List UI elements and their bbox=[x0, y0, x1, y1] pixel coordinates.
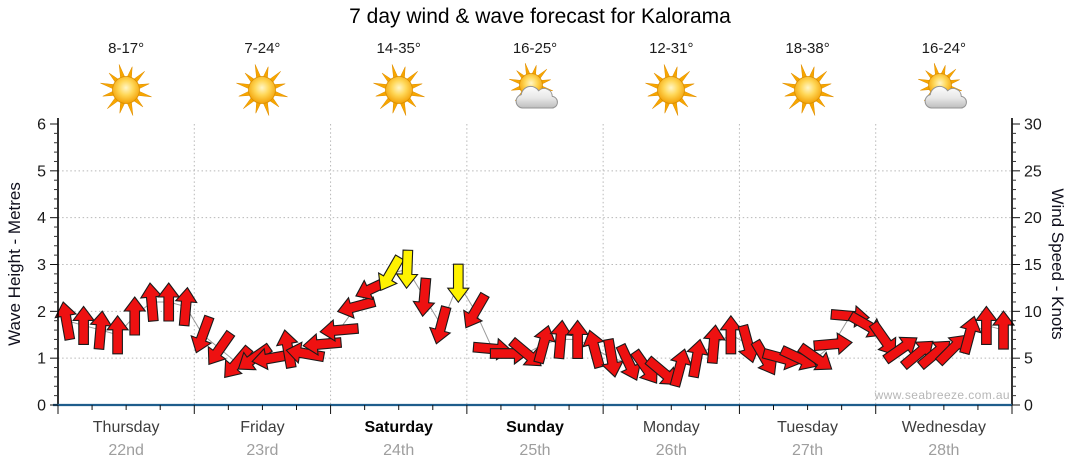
wind-arrow bbox=[336, 296, 377, 319]
day-name-label: Sunday bbox=[506, 419, 564, 436]
y-tick-label-right: 0 bbox=[1024, 398, 1033, 415]
sun-rays bbox=[781, 64, 834, 116]
wind-arrow bbox=[868, 320, 897, 356]
wind-arrow bbox=[412, 277, 436, 318]
day-name-label: Tuesday bbox=[777, 419, 838, 436]
sun-disc bbox=[793, 76, 822, 104]
weather-icon-sunny bbox=[235, 63, 289, 117]
wind-arrow bbox=[224, 344, 254, 379]
sun-rays bbox=[236, 64, 289, 116]
weather-icon-sunny bbox=[99, 63, 153, 117]
y-tick-label-left: 0 bbox=[37, 398, 46, 415]
weather-icon-sunny bbox=[644, 63, 698, 117]
left-axis-label: Wave Height - Metres bbox=[5, 182, 24, 346]
chart-title: 7 day wind & wave forecast for Kalorama bbox=[349, 5, 731, 28]
y-tick-label-left: 1 bbox=[37, 351, 46, 368]
weather-icon-sunny bbox=[372, 63, 426, 117]
day-date-label: 23rd bbox=[246, 442, 279, 459]
day-date-label: 22nd bbox=[108, 442, 144, 459]
wind-arrow bbox=[508, 336, 542, 367]
temperature-range: 16-25° bbox=[512, 40, 558, 57]
temperature-range: 16-24° bbox=[921, 40, 967, 57]
y-tick-label-right: 25 bbox=[1024, 163, 1042, 180]
y-tick-label-right: 5 bbox=[1024, 351, 1033, 368]
wind-arrow-strong bbox=[377, 254, 405, 292]
wind-arrow bbox=[797, 342, 833, 371]
wind-arrow bbox=[285, 341, 326, 365]
wind-arrow bbox=[190, 314, 215, 354]
wind-arrow bbox=[686, 338, 709, 379]
wind-arrow bbox=[533, 324, 556, 365]
y-tick-label-right: 15 bbox=[1024, 257, 1042, 274]
sun-disc bbox=[657, 76, 686, 104]
y-tick-label-left: 5 bbox=[37, 163, 46, 180]
day-date-label: 27th bbox=[791, 442, 824, 459]
day-date-label: 26th bbox=[655, 442, 687, 459]
day-name-label: Monday bbox=[642, 419, 700, 436]
wind-arrow bbox=[54, 301, 78, 341]
axes: 0 1 2 3 4 5 6 0 5 10 15 20 25 30 bbox=[37, 117, 1042, 415]
weather-icon-sunny bbox=[781, 63, 835, 117]
sun-disc bbox=[112, 76, 141, 104]
wind-arrow bbox=[463, 291, 490, 329]
wind-arrow bbox=[644, 355, 679, 386]
y-tick-label-right: 20 bbox=[1024, 210, 1042, 227]
wind-arrow bbox=[549, 319, 573, 360]
wind-arrow-strong bbox=[395, 249, 419, 290]
wind-arrow bbox=[207, 329, 236, 366]
weather-icon-partly-cloudy bbox=[917, 63, 971, 117]
wind-arrow bbox=[565, 319, 590, 359]
wind-arrow bbox=[71, 305, 96, 345]
cloud bbox=[515, 85, 558, 109]
wind-arrow bbox=[105, 314, 130, 355]
temperature-range: 12-31° bbox=[649, 40, 694, 57]
wind-arrow bbox=[702, 324, 726, 365]
day-name-label: Wednesday bbox=[901, 419, 986, 436]
day-name-label: Friday bbox=[240, 419, 285, 436]
temperature-range: 7-24° bbox=[244, 40, 281, 57]
y-tick-label-right: 10 bbox=[1024, 304, 1042, 321]
y-tick-label-left: 2 bbox=[37, 304, 46, 321]
y-tick-label-right: 30 bbox=[1024, 117, 1042, 134]
right-axis-label: Wind Speed - Knots bbox=[1048, 188, 1067, 340]
wind-arrow bbox=[174, 286, 198, 327]
day-name-label: Thursday bbox=[92, 419, 160, 436]
temperature-range: 18-38° bbox=[785, 40, 830, 57]
y-tick-label-left: 6 bbox=[37, 117, 46, 134]
sun-rays bbox=[373, 64, 425, 116]
wind-arrow bbox=[319, 318, 360, 343]
wind-arrow bbox=[991, 310, 1016, 350]
day-date-label: 28th bbox=[928, 442, 960, 459]
wind-arrow-strong bbox=[446, 263, 470, 304]
wind-arrow bbox=[959, 315, 982, 356]
day-date-label: 25th bbox=[519, 442, 551, 459]
wind-arrow bbox=[813, 332, 853, 356]
sun-rays bbox=[645, 64, 697, 116]
temperature-range: 8-17° bbox=[108, 40, 145, 57]
cloud bbox=[924, 85, 967, 109]
temperature-range: 14-35° bbox=[376, 40, 421, 57]
sun-rays bbox=[100, 64, 152, 116]
wind-arrow bbox=[123, 296, 147, 336]
y-tick-label-left: 4 bbox=[37, 210, 46, 227]
day-date-label: 24th bbox=[383, 442, 415, 459]
wind-arrow bbox=[157, 282, 181, 322]
sun-disc bbox=[384, 76, 413, 104]
wind-arrow bbox=[601, 338, 624, 378]
wind-arrow bbox=[582, 329, 605, 370]
weather-icon-partly-cloudy bbox=[508, 63, 562, 117]
wind-arrow-series bbox=[54, 249, 1016, 388]
day-name-label: Saturday bbox=[364, 419, 433, 436]
y-tick-label-left: 3 bbox=[37, 257, 46, 274]
sun-disc bbox=[248, 76, 277, 104]
wind-arrow bbox=[428, 305, 452, 345]
watermark: www.seabreeze.com.au bbox=[874, 388, 1010, 402]
wind-arrow bbox=[719, 314, 743, 355]
